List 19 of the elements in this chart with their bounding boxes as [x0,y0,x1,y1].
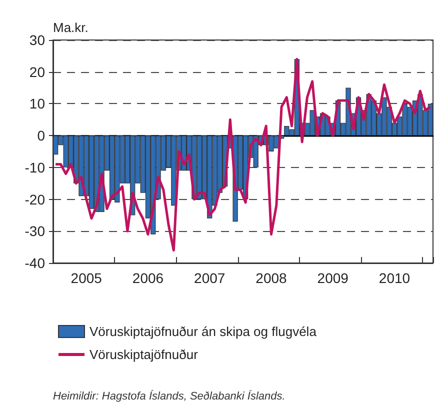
y-axis-title: Ma.kr. [53,20,88,35]
y-tick-label: -40 [24,255,46,271]
legend-label: Vöruskiptajöfnuður án skipa og flugvéla [90,324,318,339]
x-tick-label: 2008 [256,270,288,286]
y-tick-label: -20 [24,191,46,208]
x-tick-label: 2007 [194,270,226,286]
x-tick-label: 2006 [132,270,164,286]
line-series [54,58,432,252]
y-tick-label: -10 [24,159,46,176]
x-tick-label: 2010 [378,270,410,286]
y-tick-label: 30 [29,32,46,48]
y-tick-label: 20 [29,64,46,80]
x-tick-label: 2005 [70,270,102,286]
y-tick-label: -30 [24,223,46,240]
y-tick-label: 10 [29,96,46,112]
legend-label: Vöruskiptajöfnuður [90,347,199,362]
text: Heimildir: Hagstofa Íslands, Seðlabanki Íslands. [53,390,286,402]
y-tick-label: 0 [37,128,46,144]
x-tick-label: 2009 [317,270,349,286]
